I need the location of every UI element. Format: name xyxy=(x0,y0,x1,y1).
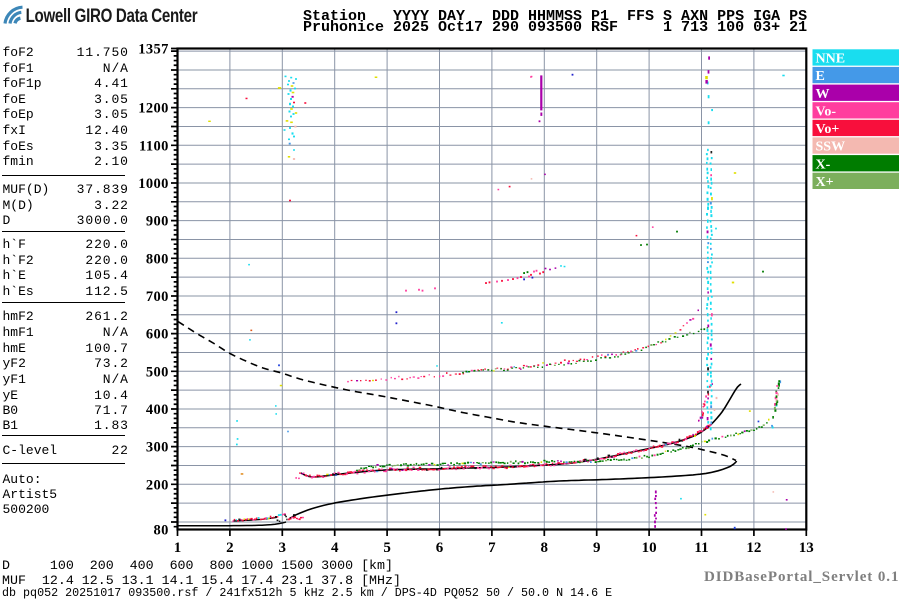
svg-text:X+: X+ xyxy=(816,175,834,190)
svg-text:E: E xyxy=(816,69,825,84)
svg-text:10: 10 xyxy=(642,540,657,556)
svg-text:1200: 1200 xyxy=(138,101,169,117)
svg-text:600: 600 xyxy=(146,327,169,343)
svg-text:7: 7 xyxy=(488,540,496,556)
svg-text:3: 3 xyxy=(279,540,287,556)
svg-text:9: 9 xyxy=(593,540,601,556)
svg-text:X-: X- xyxy=(816,157,831,172)
svg-text:1100: 1100 xyxy=(139,138,169,154)
svg-text:200: 200 xyxy=(146,477,169,493)
svg-text:NNE: NNE xyxy=(816,52,846,67)
svg-text:300: 300 xyxy=(146,440,169,456)
svg-text:800: 800 xyxy=(146,251,169,267)
svg-text:900: 900 xyxy=(146,214,169,230)
svg-text:500: 500 xyxy=(146,364,169,380)
svg-text:12: 12 xyxy=(746,540,761,556)
svg-text:2: 2 xyxy=(226,540,234,556)
svg-text:1000: 1000 xyxy=(138,176,169,192)
svg-text:Lowell GIRO Data Center: Lowell GIRO Data Center xyxy=(26,4,198,26)
svg-text:6: 6 xyxy=(436,540,444,556)
svg-text:5: 5 xyxy=(383,540,391,556)
svg-text:1357: 1357 xyxy=(138,42,169,58)
svg-text:4: 4 xyxy=(331,540,339,556)
svg-text:400: 400 xyxy=(146,402,169,418)
svg-text:11: 11 xyxy=(694,540,708,556)
svg-text:Vo+: Vo+ xyxy=(816,122,840,137)
svg-text:80: 80 xyxy=(153,523,168,539)
svg-text:SSW: SSW xyxy=(816,140,846,155)
svg-text:8: 8 xyxy=(541,540,549,556)
svg-text:1: 1 xyxy=(174,540,182,556)
svg-text:W: W xyxy=(816,87,830,102)
svg-text:13: 13 xyxy=(799,540,814,556)
svg-text:Vo-: Vo- xyxy=(816,104,837,119)
svg-text:700: 700 xyxy=(146,289,169,305)
